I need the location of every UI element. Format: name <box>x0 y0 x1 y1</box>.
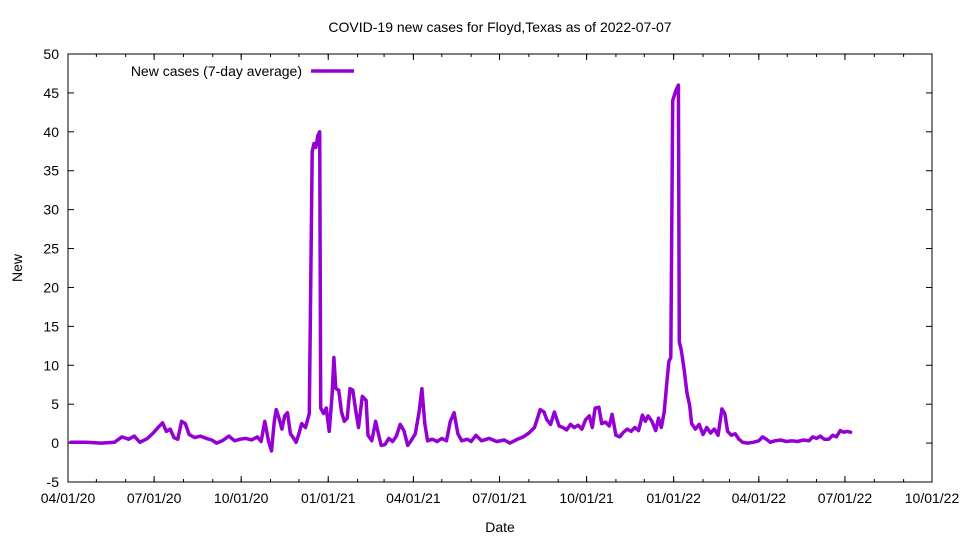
y-tick-label: 45 <box>43 85 59 101</box>
x-tick-label: 10/01/21 <box>559 490 614 506</box>
x-tick-label: 10/01/22 <box>905 490 960 506</box>
y-tick-label: 20 <box>43 279 59 295</box>
y-tick-label: 15 <box>43 318 59 334</box>
plot-area-border <box>67 53 933 483</box>
y-tick-label: 35 <box>43 163 59 179</box>
legend: New cases (7-day average) <box>131 63 354 79</box>
chart-title: COVID-19 new cases for Floyd,Texas as of… <box>328 19 671 35</box>
series-line <box>69 83 853 453</box>
x-axis: 04/01/20 07/01/20 10/01/20 01/01/21 04/01/21… <box>41 54 960 506</box>
y-tick-label: -5 <box>47 474 60 490</box>
y-axis-title: New <box>9 253 25 282</box>
x-tick-label: 07/01/20 <box>127 490 182 506</box>
y-tick-label: 40 <box>43 124 59 140</box>
x-tick-label: 04/01/20 <box>41 490 96 506</box>
x-tick-label: 01/01/21 <box>301 490 356 506</box>
y-tick-label: 10 <box>43 357 59 373</box>
x-tick-label: 04/01/21 <box>386 490 441 506</box>
x-tick-label: 10/01/20 <box>214 490 269 506</box>
x-tick-label: 07/01/21 <box>472 490 527 506</box>
y-tick-label: 0 <box>51 435 59 451</box>
x-axis-title: Date <box>485 519 515 535</box>
x-tick-label: 07/01/22 <box>818 490 873 506</box>
x-tick-label: 04/01/22 <box>732 490 787 506</box>
series-group <box>69 83 853 453</box>
legend-label: New cases (7-day average) <box>131 63 302 79</box>
y-tick-label: 30 <box>43 202 59 218</box>
x-tick-label: 01/01/22 <box>646 490 701 506</box>
y-tick-label: 5 <box>51 396 59 412</box>
y-tick-label: 25 <box>43 241 59 257</box>
y-tick-label: 50 <box>43 46 59 62</box>
y-axis: -5 0 5 10 15 20 25 30 35 40 45 50 <box>43 46 932 490</box>
